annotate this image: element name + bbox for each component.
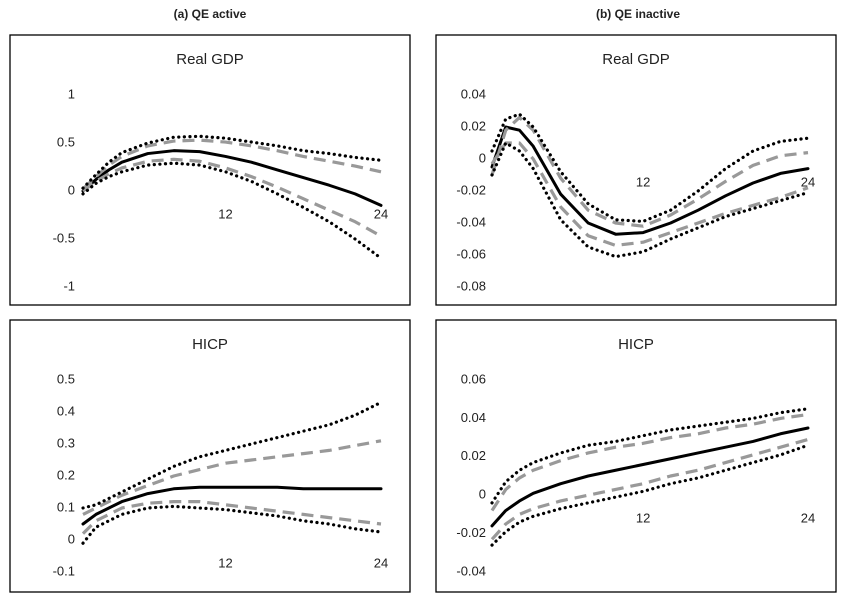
y-tick-label: 0 — [68, 182, 75, 197]
series-line — [81, 500, 382, 535]
y-tick-label: 0 — [479, 487, 486, 502]
y-tick-label: -0.04 — [456, 214, 486, 229]
x-tick-label: 24 — [801, 511, 815, 526]
panel-header: (a) QE active — [174, 7, 247, 21]
series-line — [490, 141, 810, 259]
y-tick-label: 0.04 — [461, 410, 486, 425]
y-tick-label: -0.08 — [456, 278, 486, 293]
y-tick-label: -0.02 — [456, 525, 486, 540]
series-line — [490, 412, 809, 512]
y-tick-label: 0.5 — [57, 371, 75, 386]
y-tick-label: 0.3 — [57, 435, 75, 450]
series-line — [82, 439, 382, 516]
y-tick-label: -0.5 — [53, 230, 75, 245]
x-tick-label: 12 — [636, 511, 650, 526]
y-tick-label: 0 — [68, 531, 75, 546]
y-tick-label: 0.4 — [57, 403, 75, 418]
chart-title: Real GDP — [176, 51, 244, 68]
series-line — [81, 134, 383, 190]
x-tick-label: 12 — [636, 174, 650, 189]
y-tick-label: 0.02 — [461, 118, 486, 133]
series-line — [81, 504, 383, 545]
chart-title: Real GDP — [602, 51, 670, 68]
y-tick-label: 1 — [68, 86, 75, 101]
series-line — [81, 400, 383, 510]
series-line — [81, 149, 383, 207]
panel: Real GDP 0.04 0.02 0 -0.02 -0.04 -0.06 -0.08 12 2… — [435, 34, 837, 306]
series-line — [490, 141, 809, 247]
panel-frame — [435, 34, 837, 306]
x-tick-label: 12 — [218, 555, 232, 570]
y-tick-label: 0.5 — [57, 134, 75, 149]
x-tick-label: 24 — [801, 174, 815, 189]
panel: Real GDP 1 0.5 0 -0.5 -1 12 24 — [9, 34, 411, 306]
y-tick-label: -0.1 — [53, 563, 75, 578]
x-tick-label: 24 — [374, 206, 388, 221]
series-line — [490, 437, 809, 541]
panel: HICP 0.06 0.04 0.02 0 -0.02 -0.04 12 24 — [435, 319, 837, 593]
x-tick-label: 12 — [218, 206, 232, 221]
chart-title: HICP — [618, 336, 654, 353]
chart-title: HICP — [192, 336, 228, 353]
y-tick-label: 0.06 — [461, 371, 486, 386]
series-line — [81, 485, 383, 526]
y-tick-label: -0.04 — [456, 563, 486, 578]
y-tick-label: 0.2 — [57, 467, 75, 482]
y-tick-label: 0.04 — [461, 86, 486, 101]
y-tick-label: -0.06 — [456, 246, 486, 261]
series-line — [490, 115, 809, 228]
series-line — [81, 161, 383, 260]
series-line — [490, 125, 810, 236]
series-line — [490, 426, 810, 528]
series-line — [82, 157, 382, 238]
panel-frame — [9, 319, 411, 593]
panel-frame — [435, 319, 837, 593]
series-line — [490, 407, 810, 505]
series-line — [81, 138, 382, 191]
panel: HICP 0.5 0.4 0.3 0.2 0.1 0 -0.1 12 24 — [9, 319, 411, 593]
panel-frame — [9, 34, 411, 306]
y-tick-label: 0 — [479, 150, 486, 165]
series-line — [490, 112, 810, 223]
panel-header: (b) QE inactive — [596, 7, 680, 21]
y-tick-label: -1 — [63, 278, 75, 293]
y-tick-label: 0.1 — [57, 499, 75, 514]
y-tick-label: -0.02 — [456, 182, 486, 197]
series-line — [490, 443, 810, 547]
x-tick-label: 24 — [374, 555, 388, 570]
y-tick-label: 0.02 — [461, 448, 486, 463]
